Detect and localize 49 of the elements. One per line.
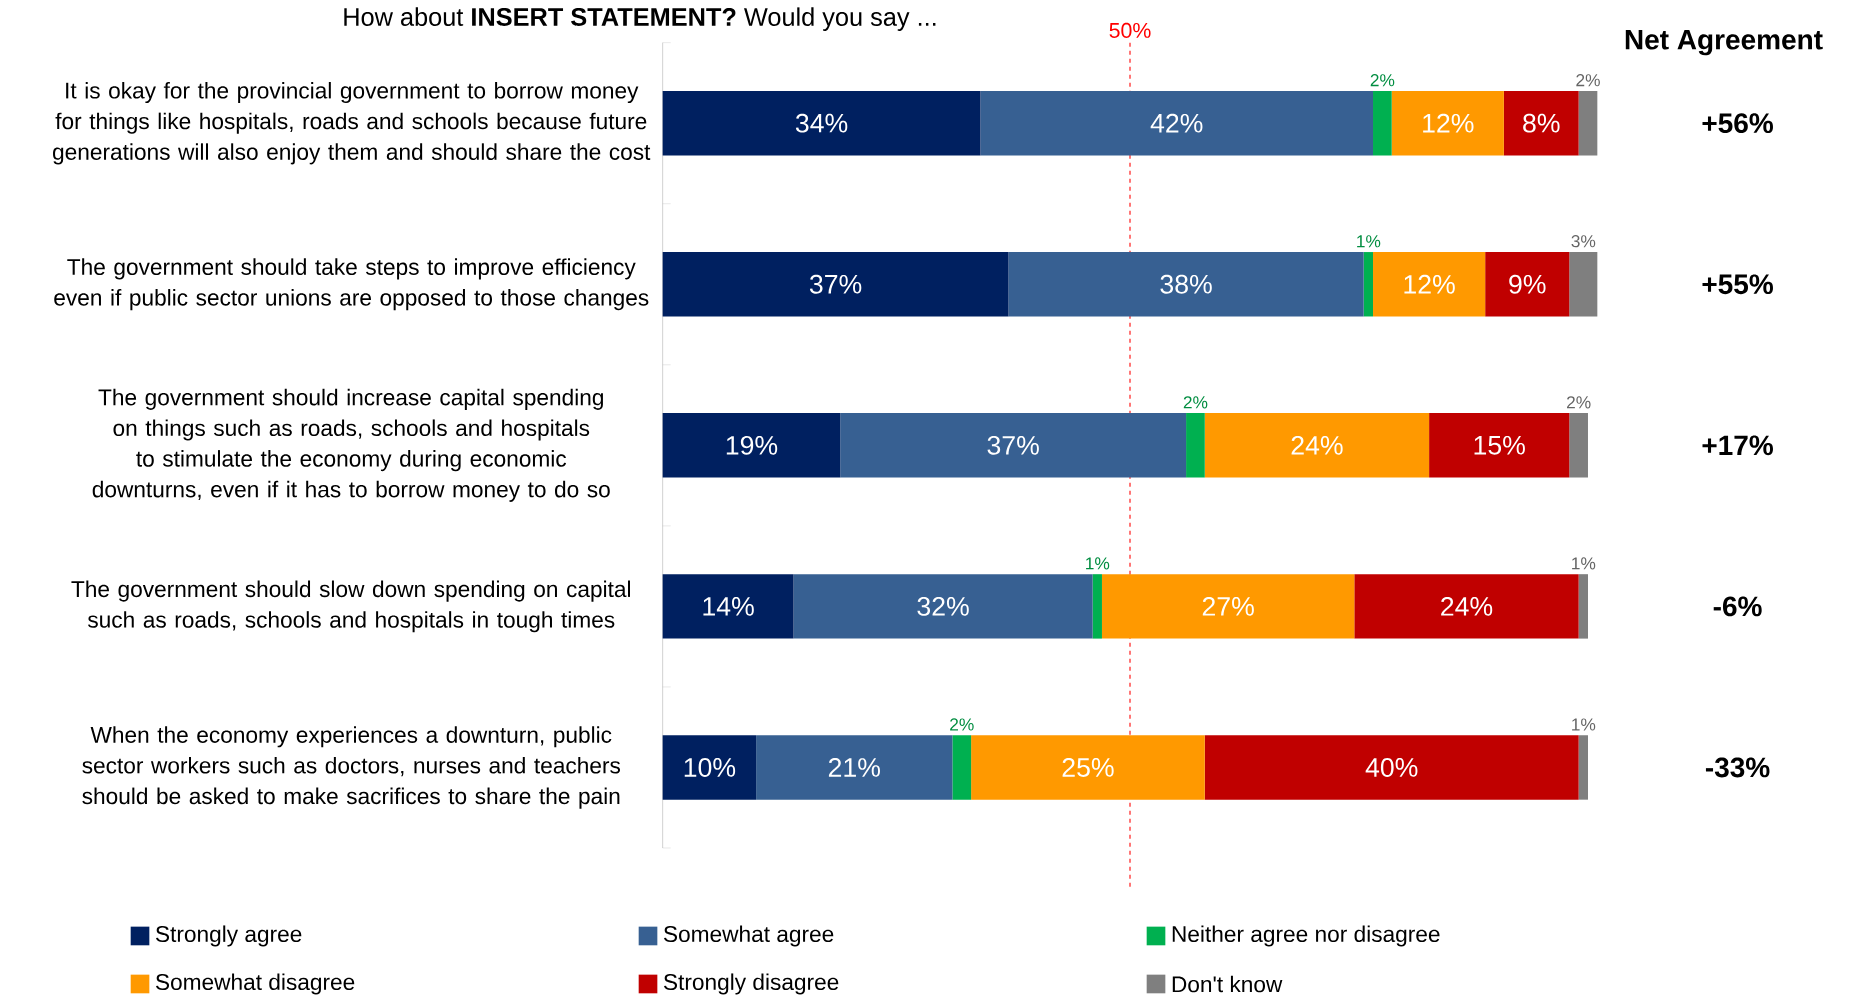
text: +56% [1702, 113, 1773, 133]
legend-label: Don't know [1172, 975, 1283, 993]
y-tick-label: It is okay for the provincial government to borrow money for things like hospitals, roads and schools because future generations will also enjoy them and should share the cost [53, 81, 651, 165]
data-label: 34% [795, 113, 848, 133]
text: -6% [1713, 596, 1762, 617]
text: +55% [1702, 274, 1773, 294]
data-label: 24% [1291, 435, 1343, 455]
data-label: 12% [1423, 113, 1474, 133]
legend-label: Somewhat agree [663, 925, 834, 947]
data-label: 38% [1160, 274, 1212, 294]
data-label: 8% [1523, 113, 1560, 133]
text: +17% [1702, 435, 1773, 456]
data-label: 15% [1474, 435, 1525, 455]
data-label: 40% [1365, 757, 1418, 777]
data-label: 2% [1567, 396, 1591, 409]
data-label: 37% [809, 274, 862, 294]
data-label: 2% [950, 718, 974, 731]
data-label: 27% [1202, 596, 1254, 616]
legend-label: Strongly disagree [663, 973, 839, 995]
data-label: 3% [1571, 234, 1596, 248]
data-label: 37% [987, 435, 1039, 455]
data-label: 24% [1441, 596, 1493, 616]
legend-label: Strongly agree [155, 925, 302, 947]
y-tick-label: When the economy experiences a downturn, public sector workers such as doctors, nurses and teachers should be asked to make sacrifices to share the pain [82, 726, 620, 809]
data-label: 2% [1576, 73, 1600, 87]
data-label: 32% [917, 596, 969, 616]
data-label: 2% [1183, 396, 1208, 409]
y-tick-label: The government should slow down spending on capital such as roads, schools and hospitals in tough times [71, 580, 631, 633]
data-label: 9% [1509, 274, 1546, 294]
data-label: 1% [1357, 235, 1381, 248]
legend-label: Somewhat disagree [155, 973, 355, 995]
legend-label: Neither agree nor disagree [1172, 925, 1440, 947]
data-label: 25% [1062, 757, 1114, 777]
data-label: 1% [1572, 718, 1596, 731]
text: -33% [1705, 757, 1770, 778]
data-label: 1% [1086, 557, 1110, 570]
y-tick-label: The government should take steps to improve efficiency even if public sector unions are opposed to those changes [54, 258, 649, 310]
data-label: 21% [828, 757, 880, 777]
data-label: 1% [1572, 557, 1596, 570]
data-label: 14% [703, 596, 754, 616]
y-tick-label: The government should increase capital spending on things such as roads, schools and hospitals to stimulate the economy during economic downturns, even if it has to borrow money to do so [92, 388, 610, 502]
ref-line-label: 50% [1109, 22, 1151, 38]
chart-title: How about INSERT STATEMENT? Would you say ... [344, 7, 936, 31]
data-label: 19% [726, 435, 778, 455]
data-label: 10% [684, 757, 736, 777]
text: Net Agreement [1625, 29, 1823, 56]
data-label: 2% [1370, 73, 1395, 87]
data-label: 42% [1150, 113, 1203, 133]
data-label: 12% [1404, 274, 1455, 294]
